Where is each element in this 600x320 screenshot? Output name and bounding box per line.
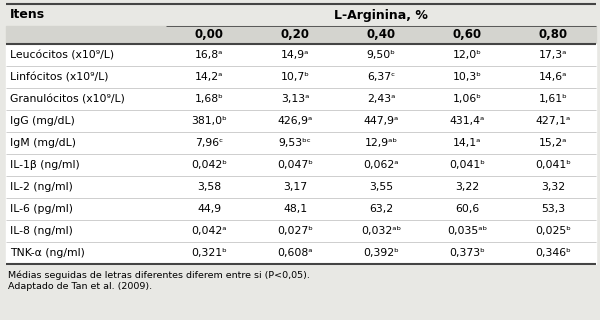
Text: 10,3ᵇ: 10,3ᵇ <box>452 72 481 82</box>
Text: 10,7ᵇ: 10,7ᵇ <box>281 72 310 82</box>
Text: Granulócitos (x10⁹/L): Granulócitos (x10⁹/L) <box>10 94 125 104</box>
Text: Leucócitos (x10⁹/L): Leucócitos (x10⁹/L) <box>10 50 114 60</box>
Text: 0,20: 0,20 <box>281 28 310 42</box>
Text: 16,8ᵃ: 16,8ᵃ <box>195 50 223 60</box>
Text: 447,9ᵃ: 447,9ᵃ <box>364 116 398 126</box>
Text: IgM (mg/dL): IgM (mg/dL) <box>10 138 76 148</box>
Text: 0,392ᵇ: 0,392ᵇ <box>363 248 399 258</box>
Text: 3,58: 3,58 <box>197 182 221 192</box>
Text: 0,042ᵃ: 0,042ᵃ <box>191 226 227 236</box>
Text: IL-2 (ng/ml): IL-2 (ng/ml) <box>10 182 73 192</box>
Bar <box>6 44 596 66</box>
Text: Itens: Itens <box>10 9 45 21</box>
Text: IL-6 (pg/ml): IL-6 (pg/ml) <box>10 204 73 214</box>
Bar <box>6 4 596 26</box>
Text: 0,321ᵇ: 0,321ᵇ <box>191 248 227 258</box>
Text: 0,041ᵇ: 0,041ᵇ <box>535 160 571 170</box>
Text: 0,40: 0,40 <box>367 28 395 42</box>
Bar <box>6 26 596 44</box>
Text: 0,025ᵇ: 0,025ᵇ <box>535 226 571 236</box>
Text: 1,06ᵇ: 1,06ᵇ <box>452 94 481 104</box>
Text: 12,0ᵇ: 12,0ᵇ <box>452 50 481 60</box>
Text: 3,22: 3,22 <box>455 182 479 192</box>
Text: 427,1ᵃ: 427,1ᵃ <box>535 116 571 126</box>
Text: 48,1: 48,1 <box>283 204 307 214</box>
Text: IL-1β (ng/ml): IL-1β (ng/ml) <box>10 160 80 170</box>
Text: 0,373ᵇ: 0,373ᵇ <box>449 248 485 258</box>
Bar <box>6 132 596 154</box>
Text: 63,2: 63,2 <box>369 204 393 214</box>
Text: 0,80: 0,80 <box>538 28 568 42</box>
Text: 381,0ᵇ: 381,0ᵇ <box>191 116 227 126</box>
Text: 426,9ᵃ: 426,9ᵃ <box>277 116 313 126</box>
Text: 14,6ᵃ: 14,6ᵃ <box>539 72 567 82</box>
Bar <box>6 220 596 242</box>
Text: 14,1ᵃ: 14,1ᵃ <box>453 138 481 148</box>
Text: 0,00: 0,00 <box>194 28 223 42</box>
Bar <box>6 242 596 264</box>
Text: 0,047ᵇ: 0,047ᵇ <box>277 160 313 170</box>
Text: 3,55: 3,55 <box>369 182 393 192</box>
Text: 3,13ᵃ: 3,13ᵃ <box>281 94 309 104</box>
Text: 1,61ᵇ: 1,61ᵇ <box>539 94 568 104</box>
Text: 0,032ᵃᵇ: 0,032ᵃᵇ <box>361 226 401 236</box>
Text: 17,3ᵃ: 17,3ᵃ <box>539 50 567 60</box>
Text: 9,50ᵇ: 9,50ᵇ <box>367 50 395 60</box>
Text: 0,60: 0,60 <box>452 28 482 42</box>
Text: 6,37ᶜ: 6,37ᶜ <box>367 72 395 82</box>
Text: Adaptado de Tan et al. (2009).: Adaptado de Tan et al. (2009). <box>8 282 152 291</box>
Text: L-Arginina, %: L-Arginina, % <box>334 9 428 21</box>
Text: Linfócitos (x10⁹/L): Linfócitos (x10⁹/L) <box>10 72 109 82</box>
Bar <box>6 176 596 198</box>
Text: 14,9ᵃ: 14,9ᵃ <box>281 50 309 60</box>
Text: 0,035ᵃᵇ: 0,035ᵃᵇ <box>447 226 487 236</box>
Text: IgG (mg/dL): IgG (mg/dL) <box>10 116 75 126</box>
Text: 60,6: 60,6 <box>455 204 479 214</box>
Text: 0,027ᵇ: 0,027ᵇ <box>277 226 313 236</box>
Text: 7,96ᶜ: 7,96ᶜ <box>195 138 223 148</box>
Text: TNK-α (ng/ml): TNK-α (ng/ml) <box>10 248 85 258</box>
Text: 15,2ᵃ: 15,2ᵃ <box>539 138 567 148</box>
Bar <box>6 88 596 110</box>
Text: 431,4ᵃ: 431,4ᵃ <box>449 116 485 126</box>
Text: 53,3: 53,3 <box>541 204 565 214</box>
Text: Médias seguidas de letras diferentes diferem entre si (P<0,05).: Médias seguidas de letras diferentes dif… <box>8 270 310 279</box>
Text: 14,2ᵃ: 14,2ᵃ <box>195 72 223 82</box>
Text: 0,041ᵇ: 0,041ᵇ <box>449 160 485 170</box>
Text: 12,9ᵃᵇ: 12,9ᵃᵇ <box>365 138 398 148</box>
Text: IL-8 (ng/ml): IL-8 (ng/ml) <box>10 226 73 236</box>
Text: 0,042ᵇ: 0,042ᵇ <box>191 160 227 170</box>
Text: 9,53ᵇᶜ: 9,53ᵇᶜ <box>278 138 311 148</box>
Text: 3,17: 3,17 <box>283 182 307 192</box>
Bar <box>6 154 596 176</box>
Text: 3,32: 3,32 <box>541 182 565 192</box>
Text: 1,68ᵇ: 1,68ᵇ <box>194 94 223 104</box>
Text: 2,43ᵃ: 2,43ᵃ <box>367 94 395 104</box>
Bar <box>6 66 596 88</box>
Text: 0,062ᵃ: 0,062ᵃ <box>363 160 399 170</box>
Bar <box>6 110 596 132</box>
Text: 0,346ᵇ: 0,346ᵇ <box>535 248 571 258</box>
Text: 0,608ᵃ: 0,608ᵃ <box>277 248 313 258</box>
Bar <box>6 198 596 220</box>
Text: 44,9: 44,9 <box>197 204 221 214</box>
